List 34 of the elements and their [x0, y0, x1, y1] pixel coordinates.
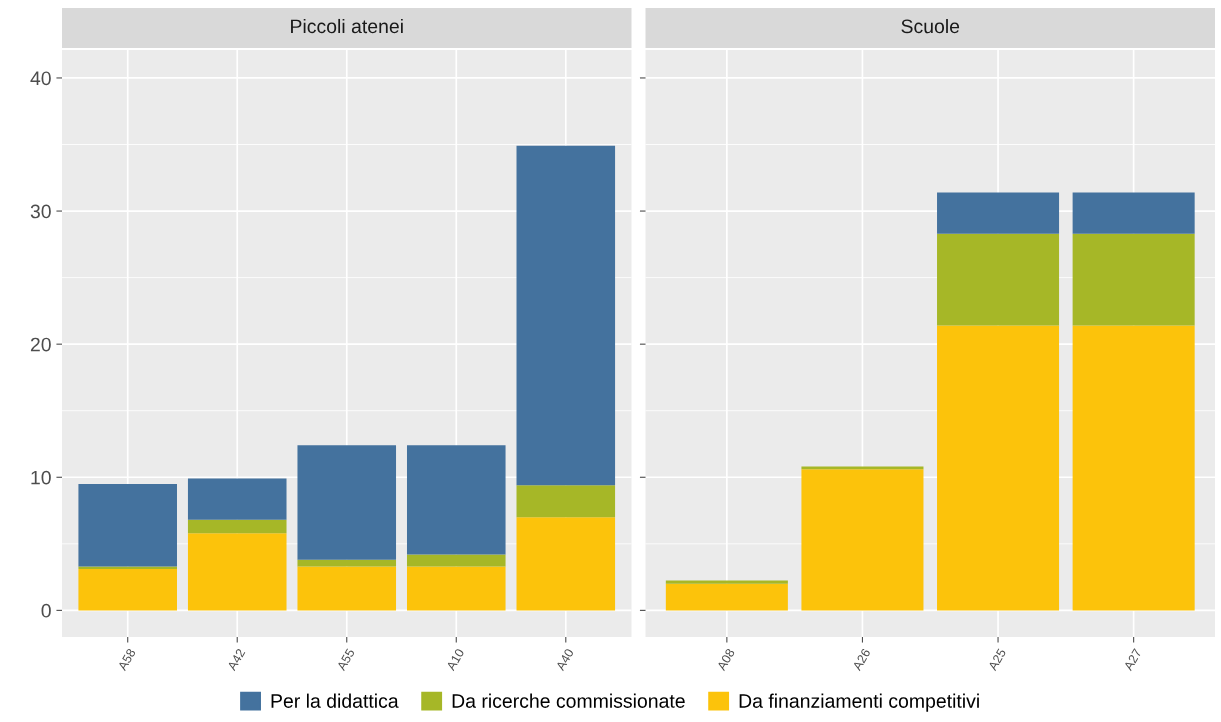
bar: [937, 325, 1060, 611]
bar: [297, 559, 397, 567]
bar: [937, 192, 1060, 234]
bar: [937, 233, 1060, 326]
bar: [78, 569, 177, 611]
bar: [516, 145, 616, 486]
bar: [297, 566, 397, 611]
y-tick-label: 10: [31, 470, 51, 485]
bar: [1072, 192, 1195, 234]
bar: [1072, 325, 1195, 611]
bar: [406, 445, 506, 555]
y-tick-label: 40: [30, 71, 51, 86]
bar: [801, 469, 924, 611]
chart-title: Piccoli atenei: [291, 18, 403, 34]
y-tick-label: 30: [30, 204, 51, 219]
legend-label: Da finanziamenti competitivi: [739, 693, 979, 712]
bar: [78, 566, 177, 570]
y-tick-label: 20: [30, 337, 51, 352]
legend-label: Da ricerche commissionate: [452, 693, 685, 708]
bar: [1072, 233, 1195, 326]
bar: [406, 554, 506, 567]
bar: [665, 583, 788, 611]
bar: [297, 445, 397, 560]
chart-title: Scuole: [901, 18, 960, 34]
bar: [187, 533, 287, 611]
bar: [665, 580, 788, 584]
bar: [187, 478, 287, 520]
legend-label: Per la didattica: [271, 693, 399, 708]
bar: [187, 519, 287, 534]
bar: [516, 517, 616, 611]
bar: [516, 485, 616, 518]
y-tick-label: 0: [41, 603, 51, 618]
bar: [78, 483, 177, 567]
bar: [406, 566, 506, 611]
